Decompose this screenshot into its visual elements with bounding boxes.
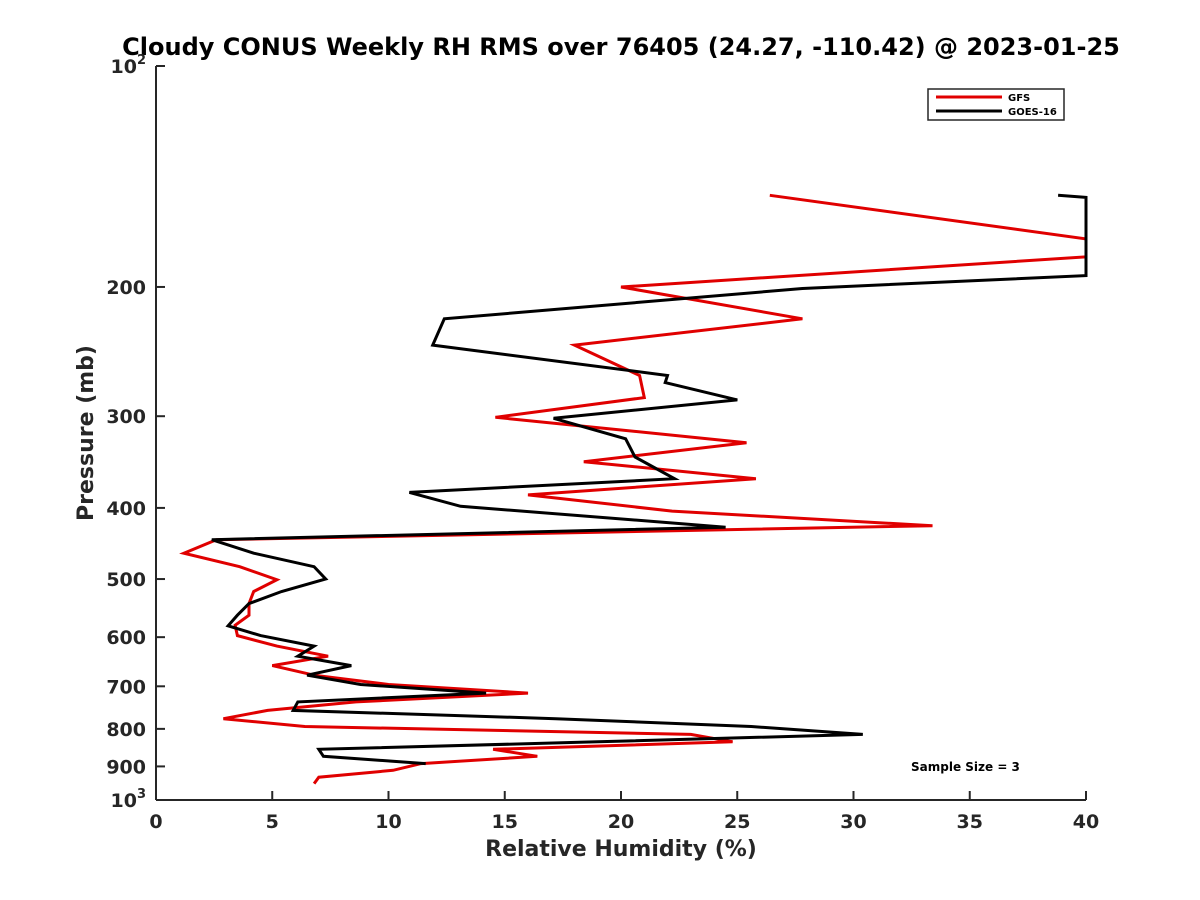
y-tick-label: 400 — [106, 498, 146, 520]
x-tick-label: 20 — [608, 811, 634, 833]
y-tick-label: 300 — [106, 406, 146, 428]
x-tick-label: 35 — [957, 811, 983, 833]
series-line-gfs — [179, 193, 1088, 785]
y-axis-label: Pressure (mb) — [74, 345, 99, 521]
series-layer — [179, 193, 1088, 785]
y-tick-label: 800 — [106, 719, 146, 741]
x-tick-label: 30 — [840, 811, 866, 833]
x-tick-label: 5 — [266, 811, 279, 833]
y-tick-label: 103 — [111, 787, 147, 812]
y-tick-label: 102 — [111, 53, 147, 78]
x-tick-label: 0 — [149, 811, 162, 833]
x-tick-label: 25 — [724, 811, 750, 833]
legend-label-goes16: GOES-16 — [1008, 107, 1057, 118]
y-tick-label: 700 — [106, 676, 146, 698]
series-line-goes16 — [211, 193, 1088, 766]
legend-label-gfs: GFS — [1008, 93, 1030, 104]
chart-title: Cloudy CONUS Weekly RH RMS over 76405 (2… — [122, 33, 1120, 61]
x-tick-label: 15 — [492, 811, 518, 833]
plot-area: 0 5 10 15 20 25 30 35 40 102 200 300 400 500 600 700 80… — [106, 53, 1099, 833]
y-tick-label: 200 — [106, 277, 146, 299]
y-tick-label: 900 — [106, 756, 146, 778]
x-axis-label: Relative Humidity (%) — [485, 837, 757, 862]
legend: GFS GOES-16 — [927, 88, 1065, 121]
y-tick-label: 500 — [106, 569, 146, 591]
y-tick-label: 600 — [106, 627, 146, 649]
y-axis-ticks: 102 200 300 400 500 600 700 800 900 103 — [106, 53, 165, 812]
legend-box — [927, 88, 1065, 121]
sample-size-annotation: Sample Size = 3 — [911, 760, 1020, 774]
x-tick-label: 40 — [1073, 811, 1099, 833]
x-axis-ticks: 0 5 10 15 20 25 30 35 40 — [149, 791, 1099, 833]
x-tick-label: 10 — [375, 811, 401, 833]
